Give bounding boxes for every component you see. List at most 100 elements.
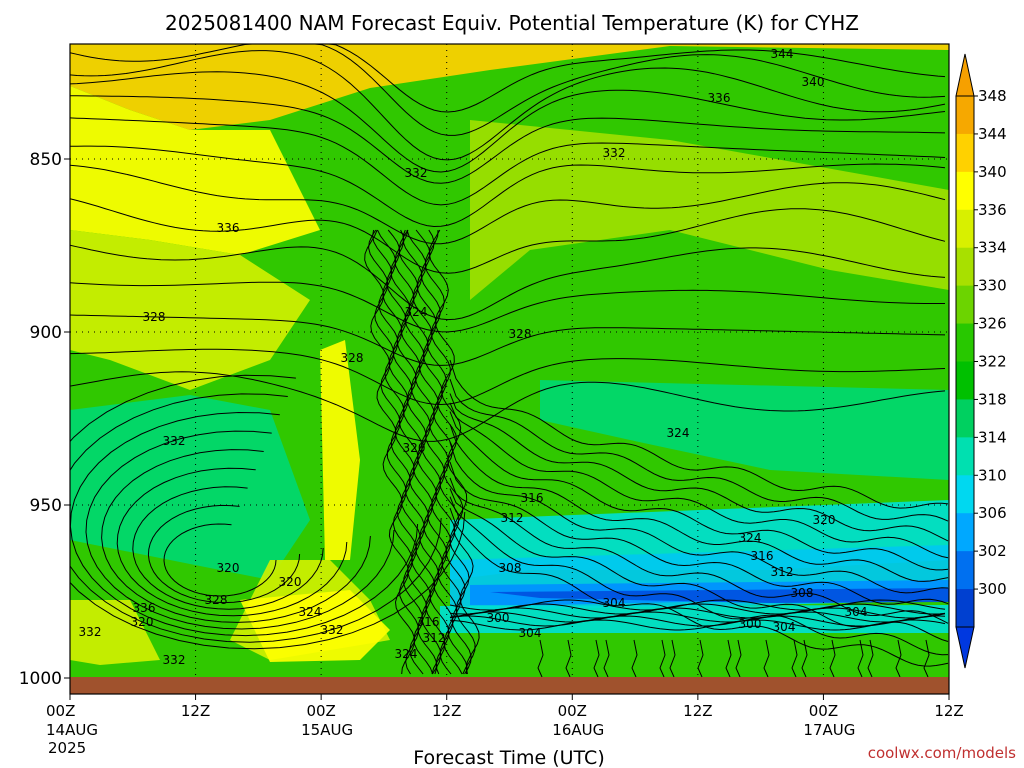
contour-line [70, 393, 442, 643]
contour-line [449, 615, 946, 627]
colorbar-swatch [956, 285, 974, 325]
colorbar-label: 344 [978, 125, 1007, 143]
svg-text:332: 332 [79, 625, 102, 639]
colorbar-swatch [956, 361, 974, 400]
colorbar-swatch [956, 475, 974, 514]
y-tick-label: 850 [30, 150, 62, 170]
x-tick-date: 16AUG [552, 721, 604, 739]
colorbar-label: 330 [978, 277, 1007, 295]
color-band [540, 380, 949, 480]
ground-bar [70, 677, 949, 694]
contour-line [449, 411, 949, 571]
svg-text:320: 320 [279, 575, 302, 589]
contour-line [449, 619, 946, 631]
contour-line [593, 639, 600, 677]
colorbar-label: 302 [978, 542, 1007, 560]
svg-text:300: 300 [487, 611, 510, 625]
contour-label: 304 [773, 620, 796, 634]
contour-line [895, 639, 902, 677]
y-tick-label: 1000 [19, 669, 62, 689]
svg-text:312: 312 [771, 565, 794, 579]
contour-line [829, 639, 836, 677]
contour-line [406, 229, 463, 675]
svg-text:300: 300 [739, 617, 762, 631]
contour-line [659, 639, 666, 677]
x-tick-label: 12Z [181, 702, 210, 720]
contour-label: 336 [217, 221, 240, 235]
svg-text:344: 344 [771, 47, 794, 61]
svg-text:316: 316 [751, 549, 774, 563]
plot-area: 344 340 336 332 336 332 328 324 328 332 320 320 328 3… [70, 44, 949, 677]
x-tick-label: 00Z [46, 702, 75, 720]
contour-line [70, 281, 945, 333]
x-tick-date: 14AUG [46, 721, 98, 739]
svg-text:312: 312 [501, 511, 524, 525]
y-tick-label: 950 [30, 496, 62, 516]
x-tick-label: 00Z [558, 702, 587, 720]
contour-line [857, 639, 864, 677]
credit-link[interactable]: coolwx.com/models [868, 744, 1016, 762]
contour-line [537, 639, 544, 677]
contour-label: 304 [519, 626, 542, 640]
svg-text:336: 336 [217, 221, 240, 235]
contour-line [791, 639, 798, 677]
svg-text:320: 320 [403, 441, 426, 455]
svg-text:324: 324 [667, 426, 690, 440]
colorbar-swatch [956, 551, 974, 590]
contour-label: 328 [341, 351, 364, 365]
colorbar-swatch [956, 589, 974, 628]
svg-text:332: 332 [321, 623, 344, 637]
colorbar-label: 336 [978, 201, 1007, 219]
svg-text:304: 304 [603, 596, 626, 610]
contour-line [449, 359, 949, 509]
svg-text:328: 328 [341, 351, 364, 365]
colorbar-label: 348 [978, 87, 1007, 105]
svg-text:316: 316 [417, 615, 440, 629]
contour-line [70, 50, 946, 161]
contour-label: 316 [521, 491, 544, 505]
contour-line [867, 639, 874, 677]
contour-label: 312 [423, 631, 446, 645]
colorbar-swatch [956, 513, 974, 552]
svg-text:324: 324 [395, 647, 418, 661]
contour-line [85, 430, 395, 630]
contour-line [163, 523, 277, 597]
contour-label: 336 [708, 91, 731, 105]
contour-line [70, 164, 946, 245]
contour-label: 320 [217, 561, 240, 575]
contour-line [449, 496, 949, 656]
contour-line [70, 348, 946, 406]
svg-text:304: 304 [845, 605, 868, 619]
contour-line [394, 229, 446, 675]
contour-line [70, 314, 946, 366]
contour-line [402, 229, 454, 675]
contour-line [70, 117, 946, 206]
contour-line [70, 374, 466, 650]
contour-label: 328 [143, 310, 166, 324]
svg-text:320: 320 [217, 561, 240, 575]
svg-text:304: 304 [519, 626, 542, 640]
contour-label: 324 [667, 426, 690, 440]
contour-line [763, 639, 770, 677]
svg-text:328: 328 [205, 593, 228, 607]
contour-line [631, 639, 638, 677]
contour-line [70, 198, 946, 274]
colorbar-swatch [956, 399, 974, 438]
contour-line [449, 477, 949, 624]
contour-line [449, 507, 949, 667]
contour-line [923, 639, 930, 677]
contour-label: 324 [739, 531, 762, 545]
contour-line [70, 44, 946, 136]
contour-label: 324 [405, 305, 428, 319]
colorbar-label: 326 [978, 315, 1007, 333]
contour-line [70, 145, 946, 228]
contour-line [449, 461, 949, 605]
contour-label: 332 [405, 166, 428, 180]
svg-text:304: 304 [773, 620, 796, 634]
color-band [70, 44, 949, 130]
x-tick-year: 2025 [48, 739, 86, 757]
contour-line [116, 467, 348, 617]
y-tick-label: 900 [30, 323, 62, 343]
